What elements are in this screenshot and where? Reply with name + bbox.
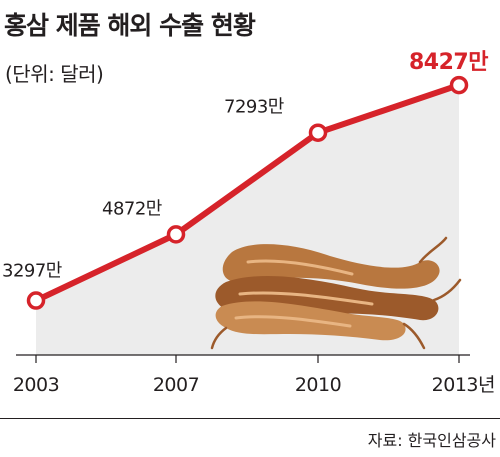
x-tick-label-2007: 2007 — [153, 374, 199, 396]
data-point-labels: 3297만 4872만 7293만 8427만 — [2, 50, 489, 282]
data-label-2007: 4872만 — [102, 198, 162, 219]
data-point-2010 — [308, 123, 328, 142]
data-label-2013: 8427만 — [409, 50, 488, 75]
data-point-2013 — [449, 75, 469, 95]
x-axis-ticks — [35, 355, 460, 363]
source-divider — [0, 418, 500, 419]
chart-title: 홍삼 제품 해외 수출 현황 — [4, 11, 256, 40]
data-label-2003: 3297만 — [2, 261, 62, 282]
unit-label: (단위: 달러) — [5, 62, 104, 86]
series-line — [34, 82, 460, 304]
x-tick-label-2013: 2013년 — [432, 374, 495, 396]
source-note: 자료: 한국인삼공사 — [367, 431, 496, 450]
x-tick-label-2010: 2010 — [295, 374, 341, 396]
data-label-2010: 7293만 — [224, 97, 284, 118]
x-axis-tick-labels: 2003 2007 2010 2013년 — [13, 374, 496, 396]
area-fill — [36, 85, 459, 355]
data-point-markers — [26, 75, 469, 310]
data-point-2003 — [26, 291, 46, 310]
ginseng-root-tendrils — [210, 236, 462, 350]
data-point-2007 — [166, 225, 186, 244]
line-chart: 3297만 4872만 7293만 8427만 2003 2007 2010 2013년 — [2, 50, 496, 396]
x-tick-label-2003: 2003 — [13, 374, 59, 396]
ginseng-root-highlight — [234, 259, 374, 328]
red-ginseng-roots-illustration — [210, 236, 462, 350]
